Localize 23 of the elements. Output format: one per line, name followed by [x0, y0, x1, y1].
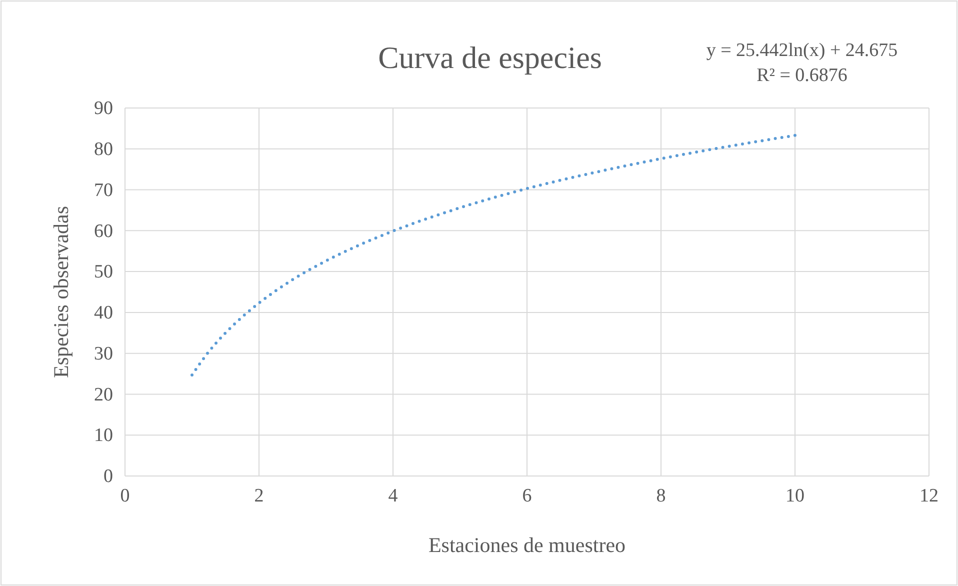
y-tick-label: 90	[94, 98, 113, 120]
y-tick-label: 40	[94, 302, 113, 324]
y-tick-label: 60	[94, 220, 113, 242]
x-tick-label: 2	[254, 485, 264, 506]
y-axis-title: Especies observadas	[49, 206, 73, 378]
y-tick-label: 0	[104, 466, 113, 488]
x-tick-label: 10	[786, 485, 804, 506]
x-tick-label: 4	[388, 485, 398, 506]
y-tick-label: 70	[94, 180, 113, 201]
x-tick-label: 6	[522, 485, 532, 506]
y-tick-label: 50	[94, 262, 113, 283]
y-tick-label: 80	[94, 138, 113, 160]
text: R² = 0.6876	[756, 65, 848, 86]
text: y = 25.442ln(x) + 24.675	[706, 40, 898, 61]
y-tick-label: 30	[94, 343, 113, 364]
line-series	[190, 134, 796, 377]
x-tick-label: 12	[920, 485, 938, 506]
y-tick-label: 10	[94, 425, 113, 446]
y-tick-label: 20	[94, 384, 113, 406]
x-tick-label: 0	[120, 485, 130, 506]
x-axis-title: Estaciones de muestreo	[428, 533, 626, 557]
chart-title: Curva de especies	[378, 40, 602, 75]
x-tick-label: 8	[656, 485, 666, 506]
